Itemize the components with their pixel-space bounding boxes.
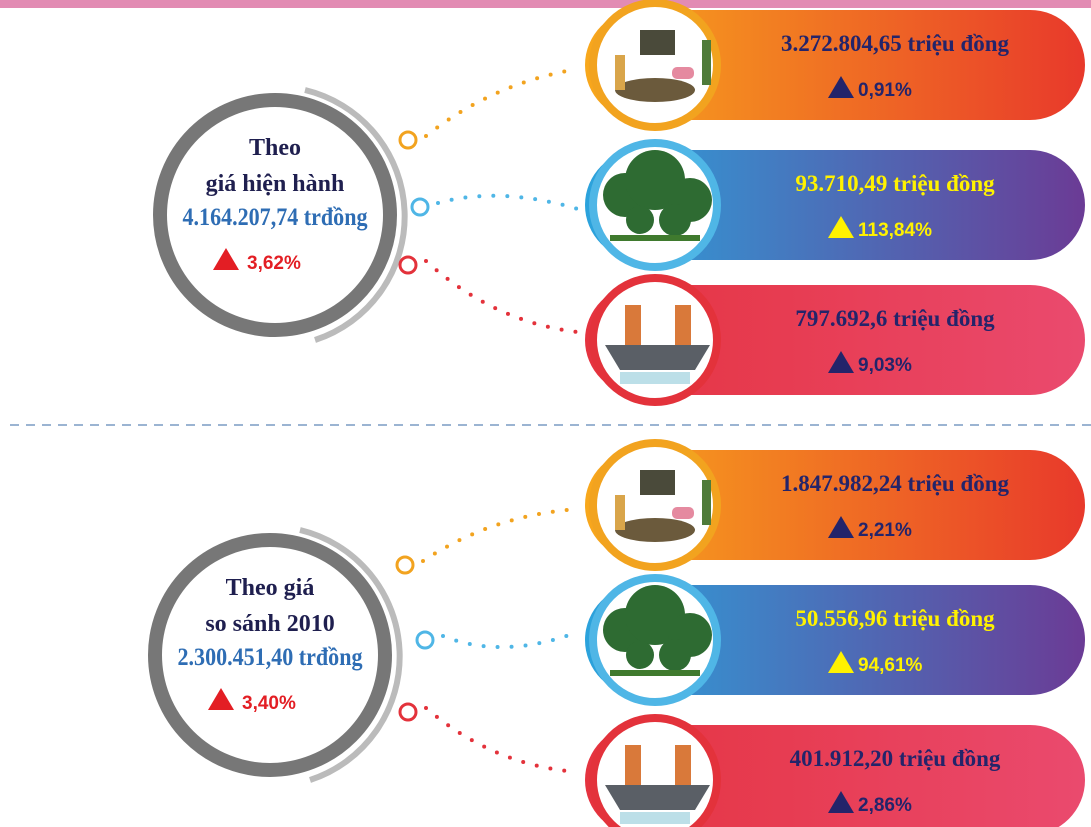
item-change: 113,84% [858,220,932,241]
item-change: 2,21% [858,520,912,541]
ground [610,670,700,676]
circle-change: 3,62% [247,253,301,274]
boat [605,345,710,370]
tree [659,204,691,236]
circle-total: 2.300.451,40 trđồng [178,644,363,671]
farmer2 [702,40,711,85]
connector-dots [424,706,580,774]
ring-arc [304,87,408,343]
farmer2 [702,480,711,525]
circle-title: giá hiện hành [206,171,345,197]
fisher2 [675,745,691,785]
up-triangle [828,651,854,673]
item-icon [605,745,710,824]
item-icon [605,305,710,384]
item-value: 797.692,6 triệu đồng [795,306,995,331]
boat [605,785,710,810]
item-value: 1.847.982,24 triệu đồng [781,471,1010,496]
up-triangle [828,351,854,373]
up-triangle [828,76,854,98]
up-triangle [828,791,854,813]
circle-change: 3,40% [242,693,296,714]
item-value: 401.912,20 triệu đồng [790,746,1001,771]
item-photo [589,0,721,131]
item-icon [603,150,712,241]
item-icon [615,30,711,102]
tree [626,641,654,669]
ground [615,518,695,542]
up-triangle [828,516,854,538]
tree [659,639,691,671]
connector-ring [410,197,430,217]
connector-ring [398,130,418,150]
fisher [625,745,641,785]
circle-title: Theo [249,135,301,161]
item-value: 93.710,49 triệu đồng [795,171,995,196]
item-value: 50.556,96 triệu đồng [795,606,995,631]
circle-title: so sánh 2010 [205,611,334,637]
connector-ring [398,255,418,275]
connector-dots [424,259,580,334]
item-photo [589,714,721,827]
connector-dots [421,507,580,563]
connector-dots [424,67,580,138]
main-circle [153,93,397,337]
item-change: 9,03% [858,355,912,376]
circle-total: 4.164.207,74 trđồng [183,204,368,231]
ring-arc [299,527,403,783]
ground [610,235,700,241]
top-bar [0,0,1091,8]
fish [620,812,690,824]
item-icon [615,470,711,542]
fisher [625,305,641,345]
connector-dots [436,193,580,211]
item-photo [589,439,721,571]
connector-dots [441,630,580,649]
farmer [615,55,625,90]
item-icon [603,585,712,676]
fisher2 [675,305,691,345]
tree [626,206,654,234]
fish [620,372,690,384]
main-circle [148,533,392,777]
up-triangle [208,688,234,710]
up-triangle [828,216,854,238]
pig [672,67,694,79]
circle-title: Theo giá [226,575,315,601]
up-triangle [213,248,239,270]
connector-ring [398,702,418,722]
tractor [640,30,675,55]
connector-ring [395,555,415,575]
item-change: 0,91% [858,80,912,101]
pig [672,507,694,519]
farmer [615,495,625,530]
item-change: 2,86% [858,795,912,816]
ground [615,78,695,102]
item-change: 94,61% [858,655,923,676]
connector-ring [415,630,435,650]
item-value: 3.272.804,65 triệu đồng [781,31,1010,56]
tractor [640,470,675,495]
